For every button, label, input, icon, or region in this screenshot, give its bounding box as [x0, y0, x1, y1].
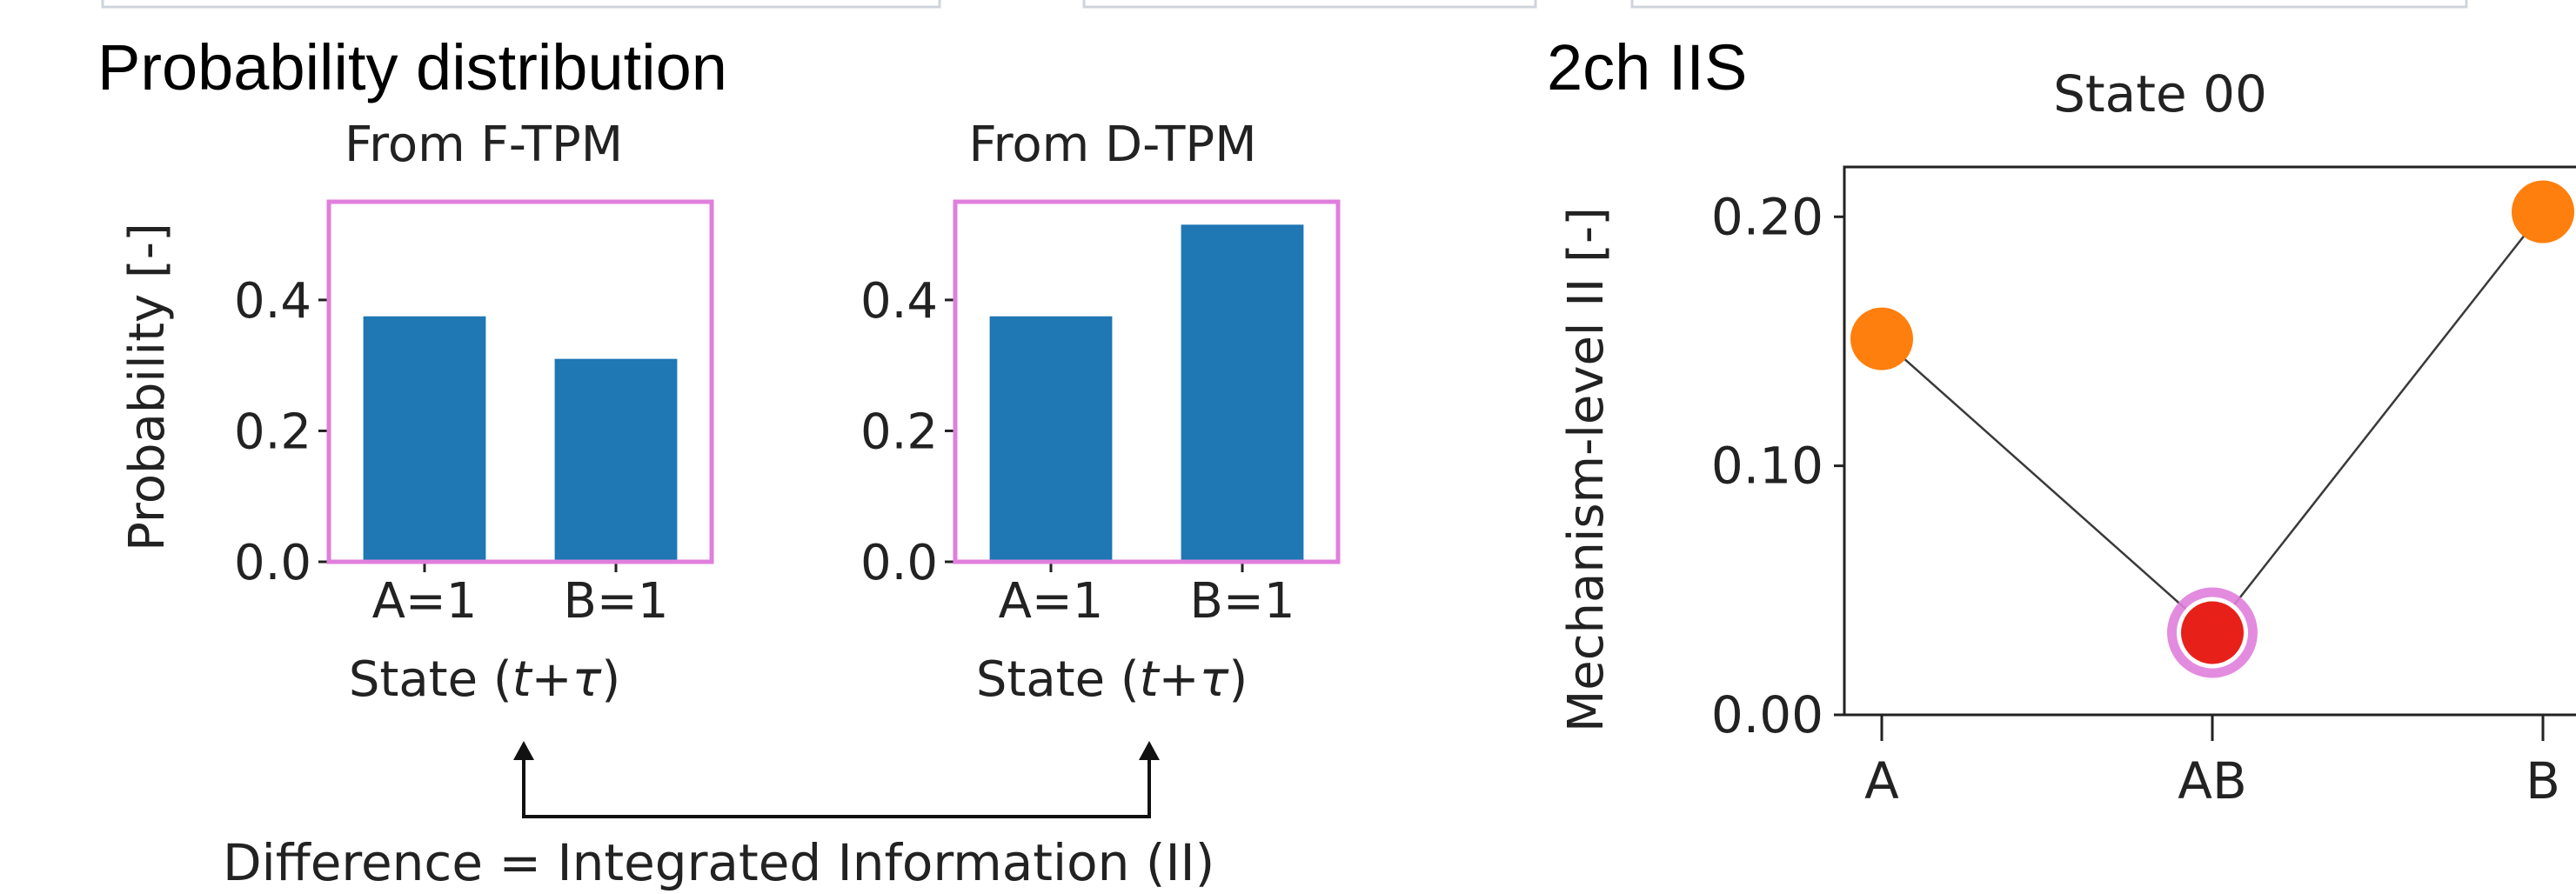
xlabel-plus: +	[1159, 651, 1200, 708]
xlabel-var: t	[1140, 651, 1161, 708]
y-tick-label: 0.0	[234, 535, 311, 591]
connector-arrowhead-right	[1139, 741, 1160, 760]
bar-B=1	[554, 358, 678, 562]
xlabel-suffix: )	[601, 651, 620, 708]
data-point-A	[1850, 307, 1913, 370]
x-tick-label: A=1	[999, 573, 1104, 630]
chart-state-00-ylabel: Mechanism-level II [-]	[1558, 207, 1615, 732]
chart-state-00-title: State 00	[2053, 64, 2267, 123]
xlabel-tau: τ	[1200, 651, 1229, 708]
xlabel-suffix: )	[1228, 651, 1248, 708]
chart-d-tpm: From D-TPM A=1 B=1 0.0 0.2 0.4 State (t+τ)	[860, 117, 1341, 708]
x-tick-label: A=1	[372, 573, 478, 630]
bar-A=1	[989, 316, 1113, 562]
y-tick-label: 0.10	[1711, 437, 1823, 496]
xlabel-var: t	[512, 651, 533, 708]
x-tick-label: A	[1864, 751, 1899, 811]
series-line	[1881, 210, 2544, 635]
connector-arrowhead-left	[513, 741, 534, 760]
chart-d-tpm-plot: A=1 B=1 0.0 0.2 0.4	[860, 199, 1341, 630]
chart-d-tpm-xlabel: State (t+τ)	[976, 651, 1248, 708]
left-panel-title: Probability distribution	[97, 31, 727, 103]
y-tick-label: 0.0	[860, 535, 938, 591]
y-tick-label: 0.2	[860, 404, 938, 460]
top-cropped-frames	[101, 0, 2468, 9]
xlabel-tau: τ	[572, 651, 602, 708]
difference-connector	[522, 755, 1151, 818]
y-tick-label: 0.00	[1711, 685, 1823, 744]
chart-f-tpm-title: From F-TPM	[345, 117, 623, 173]
y-tick-label: 0.20	[1711, 187, 1823, 246]
plot-frame	[1843, 165, 2576, 717]
left-panel: Probability distribution From F-TPM Prob…	[97, 31, 1341, 892]
difference-caption: Difference = Integrated Information (II)	[223, 833, 1214, 892]
x-tick-label: B	[2526, 751, 2560, 811]
bar-B=1	[1181, 224, 1304, 562]
plot-frame	[953, 199, 1341, 564]
connector-line	[522, 755, 1151, 818]
data-point-AB	[2181, 601, 2244, 664]
chart-f-tpm-xlabel: State (t+τ)	[349, 651, 620, 708]
xlabel-prefix: State (	[349, 651, 512, 708]
y-tick-label: 0.4	[234, 273, 311, 330]
plot-frame	[326, 199, 714, 564]
chart-state-00-plot: 0.00 0.10 0.20 A AB B	[1711, 165, 2576, 811]
x-tick-label: B=1	[1190, 573, 1295, 630]
chart-state-00: State 00 Mechanism-level II [-] 0.00 0.10…	[1558, 64, 2576, 811]
bar-A=1	[363, 316, 486, 562]
y-tick-label: 0.2	[234, 404, 311, 460]
x-tick-label: AB	[2178, 751, 2246, 811]
chart-f-tpm-plot: A=1 B=1 0.0 0.2 0.4	[234, 199, 714, 630]
chart-d-tpm-title: From D-TPM	[968, 117, 1256, 173]
right-panel: 2ch IIS State 00 Mechanism-level II [-] …	[1547, 31, 2576, 811]
right-panel-title: 2ch IIS	[1547, 31, 1747, 103]
xlabel-plus: +	[532, 651, 572, 708]
data-point-B	[2512, 180, 2574, 244]
chart-f-tpm-ylabel: Probability [-]	[119, 223, 176, 551]
xlabel-prefix: State (	[976, 651, 1140, 708]
chart-f-tpm: From F-TPM Probability [-] A=1 B=1 0.0 0.2 0…	[119, 117, 714, 708]
x-tick-label: B=1	[564, 573, 669, 630]
y-tick-label: 0.4	[860, 273, 938, 330]
